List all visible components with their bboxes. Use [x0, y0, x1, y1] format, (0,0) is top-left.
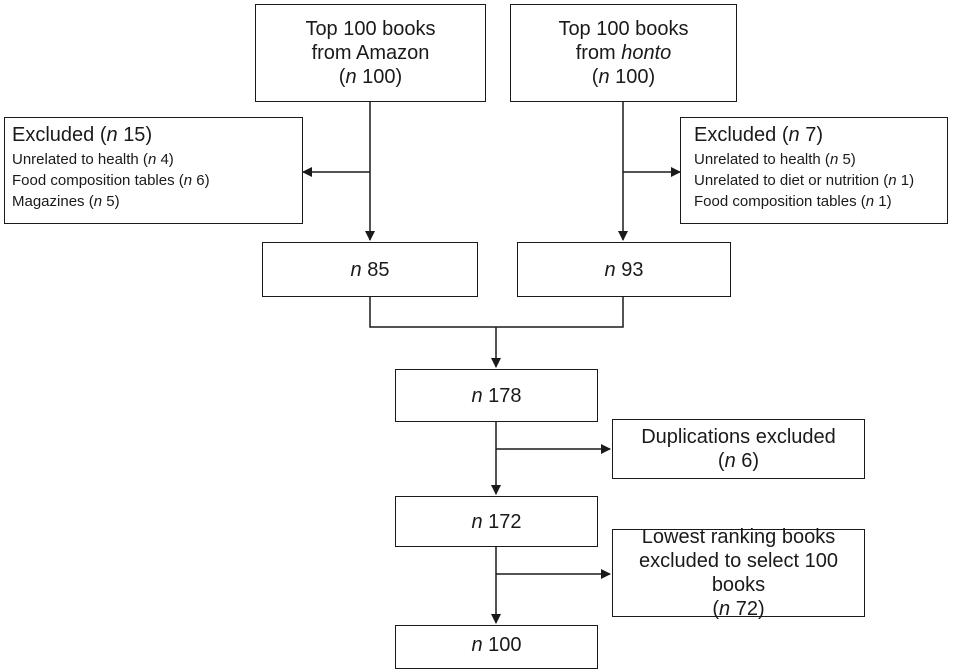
excluded-honto-reasons: Unrelated to health (n 5) Unrelated to d… — [694, 149, 947, 212]
source-amazon-line2: from Amazon — [311, 42, 430, 64]
source-honto-count: (n 100) — [591, 66, 656, 88]
duplications-box: Duplications excluded (n 6) — [612, 419, 865, 479]
duplications-count: (n 6) — [717, 450, 760, 472]
combined-box: n 178 — [395, 369, 598, 422]
source-honto-box: Top 100 books from honto (n 100) — [510, 4, 737, 102]
after-honto-count: n 93 — [604, 258, 644, 281]
deduplicated-count: n 172 — [471, 510, 522, 533]
source-honto-line1: Top 100 books — [558, 18, 689, 40]
excluded-amazon-reasons: Unrelated to health (n 4) Food compositi… — [12, 149, 302, 212]
excluded-amazon-reason: Magazines (n 5) — [12, 193, 120, 210]
after-amazon-box: n 85 — [262, 242, 478, 297]
lowest-ranking-box: Lowest ranking books excluded to select … — [612, 526, 865, 620]
merge-connector — [369, 297, 624, 328]
lowest-ranking-line2: excluded to select 100 books — [638, 550, 839, 596]
excluded-amazon-reason: Food composition tables (n 6) — [12, 172, 210, 189]
final-box: n 100 — [395, 625, 598, 669]
after-amazon-count: n 85 — [350, 258, 390, 281]
source-amazon-box: Top 100 books from Amazon (n 100) — [255, 4, 486, 102]
lowest-ranking-line1: Lowest ranking books — [641, 526, 836, 548]
final-count: n 100 — [471, 634, 522, 656]
after-honto-box: n 93 — [517, 242, 731, 297]
excluded-amazon-reason: Unrelated to health (n 4) — [12, 151, 174, 168]
source-amazon-count: (n 100) — [338, 66, 403, 88]
excluded-amazon-title: Excluded (n 15) — [12, 124, 153, 146]
deduplicated-box: n 172 — [395, 496, 598, 547]
excluded-amazon-box: Excluded (n 15) Unrelated to health (n 4… — [4, 117, 303, 224]
excluded-honto-reason: Unrelated to health (n 5) — [694, 151, 856, 168]
combined-count: n 178 — [471, 384, 522, 407]
excluded-honto-title: Excluded (n 7) — [694, 124, 823, 146]
excluded-honto-box: Excluded (n 7) Unrelated to health (n 5)… — [680, 117, 948, 224]
lowest-ranking-count: (n 72) — [712, 598, 765, 620]
excluded-honto-reason: Unrelated to diet or nutrition (n 1) — [694, 172, 915, 189]
duplications-label: Duplications excluded — [641, 426, 836, 448]
source-honto-line2: from honto — [575, 42, 672, 64]
source-amazon-line1: Top 100 books — [305, 18, 436, 40]
excluded-honto-reason: Food composition tables (n 1) — [694, 193, 892, 210]
